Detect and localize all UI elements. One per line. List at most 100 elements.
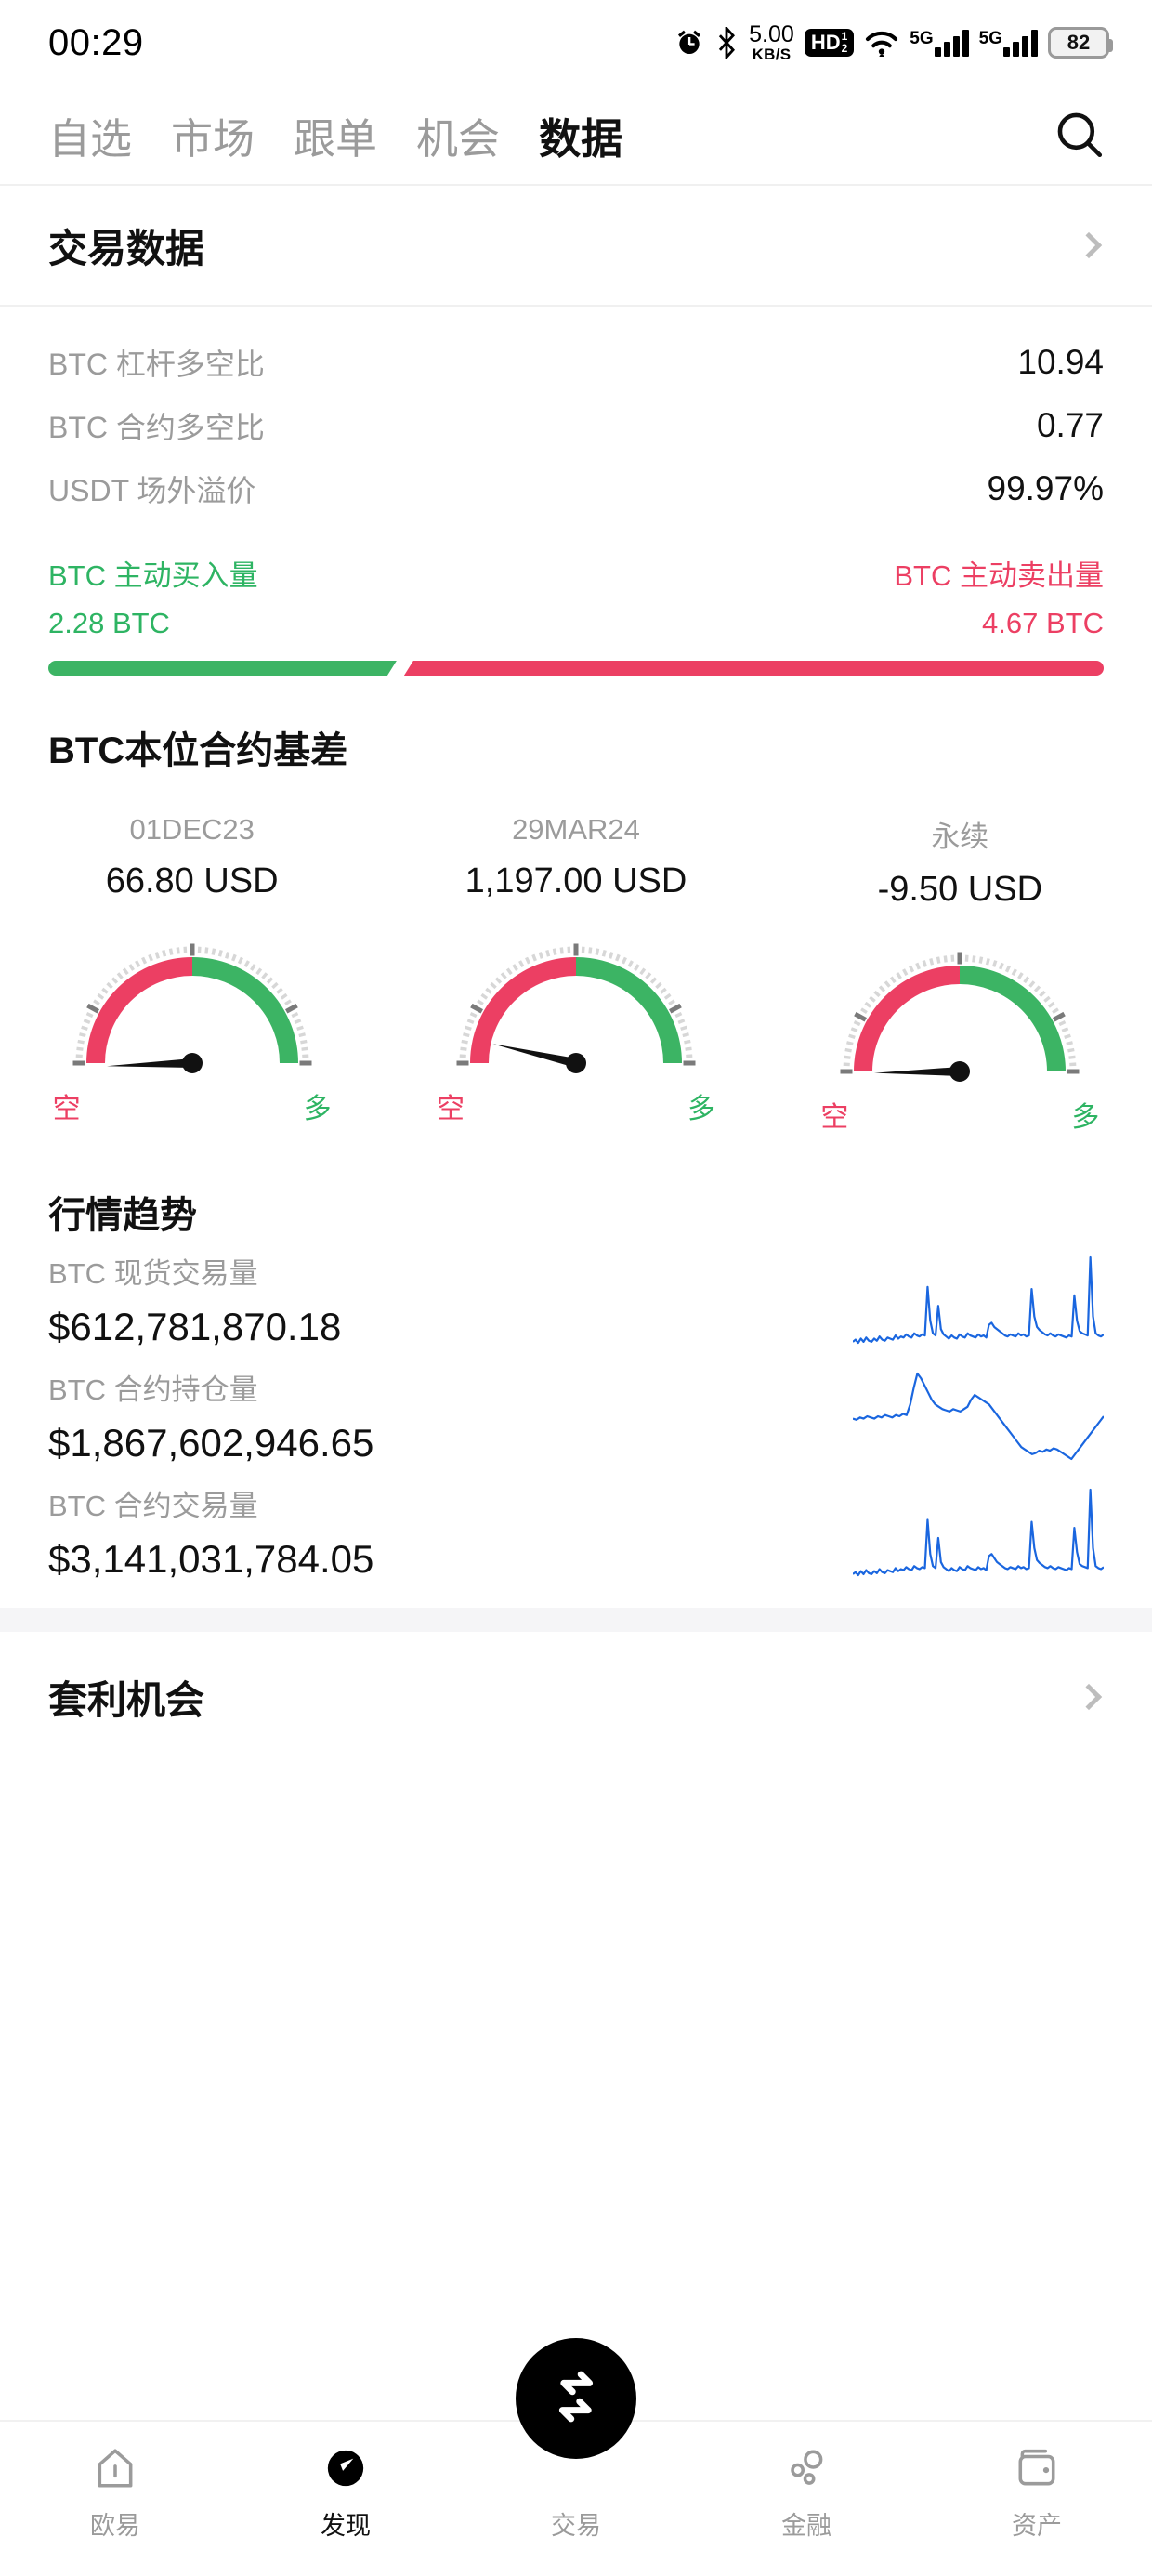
trend-text: BTC 合约交易量 $3,141,031,784.05: [48, 1482, 373, 1582]
network-speed-value: 5.00: [749, 21, 794, 47]
buy-sell-volume: BTC 主动买入量 2.28 BTC BTC 主动卖出量 4.67 BTC: [0, 526, 1152, 676]
basis-title: BTC本位合约基差: [48, 730, 348, 771]
trend-value: $3,141,031,784.05: [48, 1537, 374, 1581]
trade-fab-button[interactable]: [516, 2338, 636, 2459]
gauge-dial: [44, 922, 341, 1089]
battery-level: 82: [1067, 31, 1091, 54]
gauge-dial: [427, 922, 725, 1089]
nav-item-discover[interactable]: 发现: [230, 2442, 461, 2542]
wifi-icon: [864, 29, 899, 57]
status-time: 00:29: [48, 21, 144, 63]
trend-label: BTC 现货交易量: [48, 1257, 258, 1290]
buy-ratio-segment: [48, 661, 397, 676]
stat-row: BTC 杠杆多空比 10.94: [48, 331, 1104, 394]
buy-volume-amount: 2.28 BTC: [48, 607, 170, 639]
tab-copytrade[interactable]: 跟单: [294, 114, 378, 163]
tab-favorites[interactable]: 自选: [48, 114, 133, 163]
gauge-legend: 空多: [53, 1085, 332, 1126]
chevron-right-icon: [1075, 231, 1103, 259]
stat-label: BTC 合约多空比: [48, 411, 265, 444]
gauge-legend-short: 空: [820, 1102, 849, 1133]
buy-volume-label: BTC 主动买入量: [48, 559, 258, 592]
trend-label: BTC 合约交易量: [48, 1490, 258, 1522]
trend-row-open-interest[interactable]: BTC 合约持仓量 $1,867,602,946.65: [0, 1355, 1152, 1471]
network-speed-unit: KB/S: [752, 46, 792, 63]
battery-indicator: 82: [1048, 27, 1113, 59]
buy-sell-ratio-bar: [48, 661, 1104, 676]
stat-value: 0.77: [1036, 406, 1104, 444]
alarm-icon: [674, 28, 704, 58]
tab-market[interactable]: 市场: [171, 114, 255, 163]
hd-sub-top: 1: [841, 29, 848, 43]
gauge-value: 1,197.00 USD: [465, 861, 687, 900]
basis-section: BTC本位合约基差 01DEC23 66.80 USD 空多 29MAR24 1,197…: [0, 676, 1152, 1135]
trend-text: BTC 合约持仓量 $1,867,602,946.65: [48, 1366, 373, 1465]
buy-volume-block: BTC 主动买入量 2.28 BTC: [48, 552, 258, 640]
bluetooth-icon: [714, 27, 739, 59]
search-icon[interactable]: [1044, 99, 1115, 170]
chevron-right-icon: [1075, 1683, 1103, 1711]
top-tab-bar: 自选 市场 跟单 机会 数据: [0, 85, 1152, 186]
nav-item-trade[interactable]: 交易: [461, 2442, 691, 2542]
sell-ratio-segment: [403, 661, 1104, 676]
network-type-1: 5G: [910, 29, 934, 48]
coins-icon: [783, 2442, 830, 2494]
hd-label: HD: [810, 30, 841, 54]
gauge-dial: [811, 930, 1108, 1097]
gauge-term: 永续: [931, 821, 989, 853]
gauge-legend-short: 空: [436, 1094, 465, 1124]
gauge-value: -9.50 USD: [877, 870, 1043, 909]
gauge-term: 01DEC23: [129, 813, 255, 846]
trend-value: $1,867,602,946.65: [48, 1421, 374, 1465]
gauge-term: 29MAR24: [512, 813, 640, 846]
trend-row-spot-volume[interactable]: BTC 现货交易量 $612,781,870.18: [0, 1239, 1152, 1355]
gauge-legend: 空多: [437, 1085, 715, 1126]
gauge-legend-long: 多: [1071, 1102, 1100, 1133]
trend-label: BTC 合约持仓量: [48, 1373, 258, 1406]
status-bar: 00:29 5.00 KB/S HD 1 2: [0, 0, 1152, 85]
status-icons: 5.00 KB/S HD 1 2 5G: [674, 21, 1113, 63]
tab-data[interactable]: 数据: [539, 114, 623, 163]
stat-row: BTC 合约多空比 0.77: [48, 394, 1104, 457]
network-type-2: 5G: [978, 29, 1002, 48]
nav-label: 金融: [781, 2512, 831, 2540]
gauge-legend-short: 空: [52, 1094, 81, 1124]
trend-text: BTC 现货交易量 $612,781,870.18: [48, 1250, 341, 1349]
gauge-item: 29MAR24 1,197.00 USD 空多: [384, 813, 767, 1135]
sell-volume-amount: 4.67 BTC: [982, 607, 1104, 639]
nav-item-finance[interactable]: 金融: [691, 2442, 922, 2542]
nav-item-assets[interactable]: 资产: [922, 2442, 1152, 2542]
sparkline-chart: [853, 1254, 1104, 1347]
gauge-legend: 空多: [820, 1094, 1099, 1135]
trend-value: $612,781,870.18: [48, 1305, 342, 1348]
trade-data-header[interactable]: 交易数据: [0, 186, 1152, 307]
compass-icon: [322, 2442, 369, 2494]
gauge-value: 66.80 USD: [105, 861, 279, 900]
stat-row: USDT 场外溢价 99.97%: [48, 457, 1104, 520]
gauge-item: 永续 -9.50 USD 空多: [768, 813, 1152, 1135]
trend-section: 行情趋势 BTC 现货交易量 $612,781,870.18 BTC 合约持仓量…: [0, 1135, 1152, 1587]
gauge-legend-long: 多: [303, 1094, 332, 1124]
stat-label: BTC 杠杆多空比: [48, 348, 265, 381]
trade-data-title: 交易数据: [48, 226, 205, 270]
nav-label: 交易: [551, 2512, 601, 2540]
gauge-item: 01DEC23 66.80 USD 空多: [0, 813, 384, 1135]
trend-row-futures-volume[interactable]: BTC 合约交易量 $3,141,031,784.05: [0, 1471, 1152, 1587]
nav-item-home[interactable]: 欧易: [0, 2442, 230, 2542]
hd-sub-bottom: 2: [841, 41, 848, 55]
wallet-icon: [1014, 2442, 1060, 2494]
arbitrage-header[interactable]: 套利机会: [0, 1632, 1152, 1762]
signal-1: 5G: [910, 29, 969, 57]
stat-value: 10.94: [1017, 343, 1104, 381]
tab-list: 自选 市场 跟单 机会 数据: [48, 105, 1044, 165]
sell-volume-block: BTC 主动卖出量 4.67 BTC: [894, 552, 1104, 640]
stat-label: USDT 场外溢价: [48, 474, 256, 507]
gauge-legend-long: 多: [687, 1094, 715, 1124]
tab-opportunity[interactable]: 机会: [416, 114, 501, 163]
section-divider: [0, 1608, 1152, 1632]
trade-data-stats: BTC 杠杆多空比 10.94 BTC 合约多空比 0.77 USDT 场外溢价…: [0, 307, 1152, 526]
signal-2: 5G: [979, 29, 1038, 57]
sparkline-chart: [853, 1486, 1104, 1579]
sell-volume-label: BTC 主动卖出量: [894, 559, 1104, 592]
